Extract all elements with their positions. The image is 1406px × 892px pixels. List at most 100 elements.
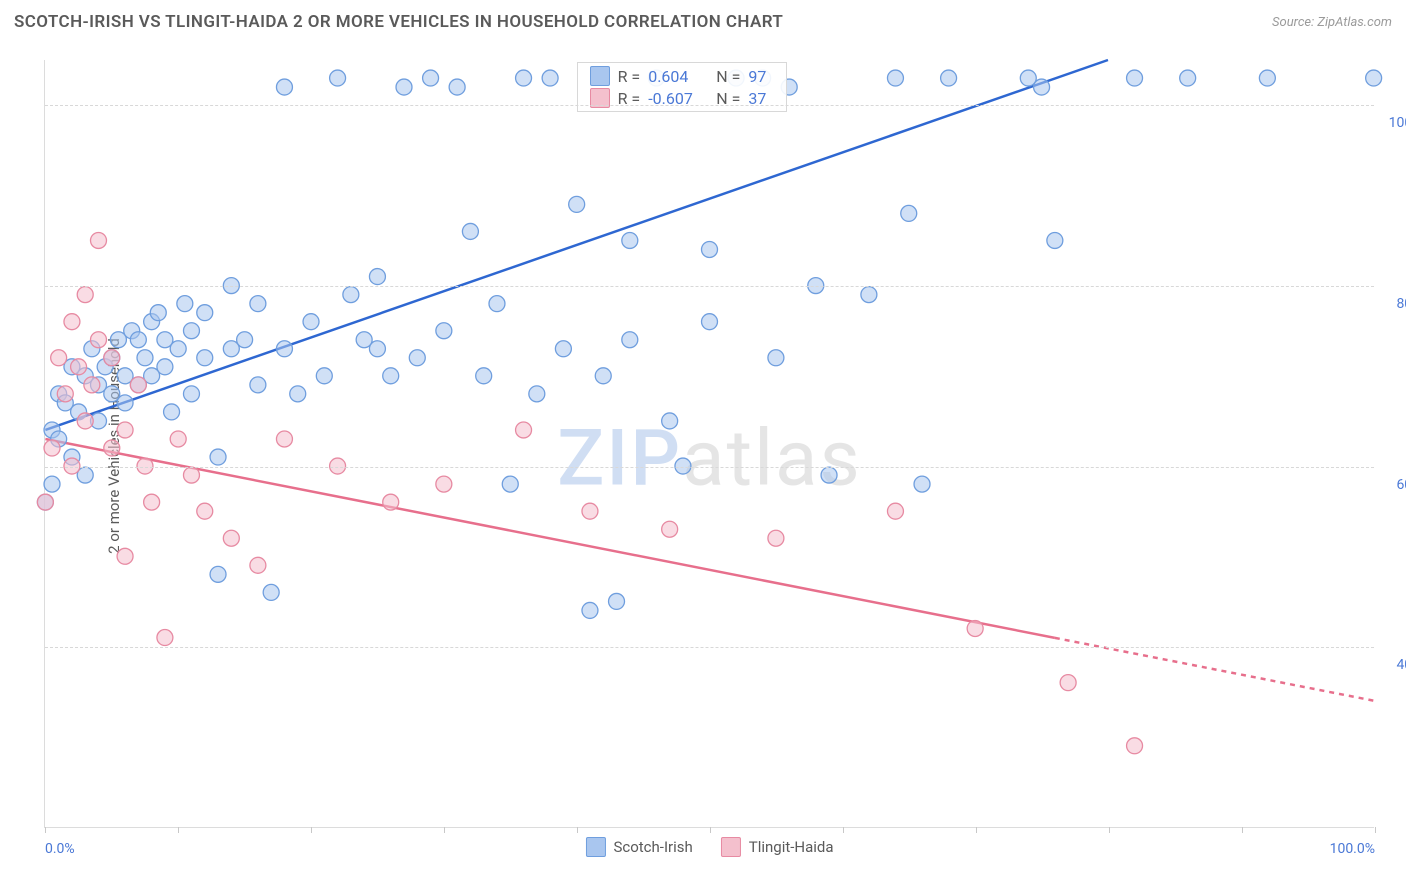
x-tick	[843, 827, 844, 833]
chart-title: SCOTCH-IRISH VS TLINGIT-HAIDA 2 OR MORE …	[14, 12, 783, 32]
data-point	[1259, 70, 1275, 86]
x-tick	[976, 827, 977, 833]
x-tick	[577, 827, 578, 833]
data-point	[183, 386, 199, 402]
data-point	[177, 296, 193, 312]
data-point	[662, 413, 678, 429]
source-attribution: Source: ZipAtlas.com	[1272, 15, 1392, 30]
data-point	[183, 467, 199, 483]
data-point	[1047, 232, 1063, 248]
data-point	[1060, 675, 1076, 691]
y-tick-label: 80.0%	[1378, 296, 1406, 312]
data-point	[914, 476, 930, 492]
legend-item: Tlingit-Haida	[721, 837, 834, 857]
data-point	[84, 377, 100, 393]
data-point	[529, 386, 545, 402]
data-point	[595, 368, 611, 384]
r-value: 0.604	[648, 67, 708, 86]
data-point	[250, 296, 266, 312]
data-point	[276, 341, 292, 357]
x-tick	[1375, 827, 1376, 833]
x-tick	[45, 827, 46, 833]
x-tick	[1242, 827, 1243, 833]
data-point	[516, 422, 532, 438]
data-point	[44, 476, 60, 492]
r-label: R =	[618, 67, 641, 86]
data-point	[210, 449, 226, 465]
data-point	[250, 557, 266, 573]
data-point	[887, 70, 903, 86]
data-point	[555, 341, 571, 357]
regression-line	[45, 60, 1108, 430]
y-tick-label: 40.0%	[1378, 657, 1406, 673]
data-point	[449, 79, 465, 95]
data-point	[104, 350, 120, 366]
data-point	[316, 368, 332, 384]
data-point	[91, 232, 107, 248]
legend-label: Tlingit-Haida	[749, 838, 834, 856]
legend-item: Scotch-Irish	[585, 837, 692, 857]
legend-swatch	[721, 837, 741, 857]
data-point	[77, 287, 93, 303]
data-point	[967, 620, 983, 636]
data-point	[330, 70, 346, 86]
data-point	[383, 368, 399, 384]
n-label: N =	[716, 67, 740, 86]
data-point	[462, 223, 478, 239]
y-tick-label: 100.0%	[1378, 115, 1406, 131]
data-point	[303, 314, 319, 330]
data-point	[582, 503, 598, 519]
series-legend: Scotch-Irish Tlingit-Haida	[585, 837, 833, 857]
data-point	[157, 359, 173, 375]
data-point	[276, 431, 292, 447]
data-point	[542, 70, 558, 86]
data-point	[768, 530, 784, 546]
data-point	[1034, 79, 1050, 95]
data-point	[702, 242, 718, 258]
gridline-h	[45, 467, 1374, 468]
data-point	[130, 377, 146, 393]
data-point	[343, 287, 359, 303]
data-point	[91, 332, 107, 348]
data-point	[250, 377, 266, 393]
data-point	[369, 269, 385, 285]
data-point	[1180, 70, 1196, 86]
data-point	[197, 305, 213, 321]
data-point	[436, 476, 452, 492]
legend-label: Scotch-Irish	[613, 838, 692, 856]
x-tick	[1109, 827, 1110, 833]
x-tick	[311, 827, 312, 833]
data-point	[64, 314, 80, 330]
data-point	[44, 440, 60, 456]
data-point	[887, 503, 903, 519]
x-tick-label: 100.0%	[1330, 841, 1375, 857]
data-point	[117, 395, 133, 411]
data-point	[901, 205, 917, 221]
data-point	[436, 323, 452, 339]
data-point	[144, 494, 160, 510]
data-point	[516, 70, 532, 86]
data-point	[396, 79, 412, 95]
x-tick-label: 0.0%	[45, 841, 75, 857]
data-point	[1127, 70, 1143, 86]
data-point	[223, 530, 239, 546]
x-tick	[444, 827, 445, 833]
legend-swatch	[590, 66, 610, 86]
data-point	[117, 422, 133, 438]
data-point	[130, 332, 146, 348]
data-point	[210, 566, 226, 582]
data-point	[582, 602, 598, 618]
n-value: 97	[748, 67, 766, 86]
data-point	[622, 232, 638, 248]
data-point	[157, 630, 173, 646]
x-tick	[710, 827, 711, 833]
data-point	[164, 404, 180, 420]
data-point	[150, 305, 166, 321]
data-point	[51, 350, 67, 366]
data-point	[104, 440, 120, 456]
data-point	[276, 79, 292, 95]
data-point	[821, 467, 837, 483]
data-point	[409, 350, 425, 366]
data-point	[37, 494, 53, 510]
chart-svg	[45, 60, 1374, 827]
